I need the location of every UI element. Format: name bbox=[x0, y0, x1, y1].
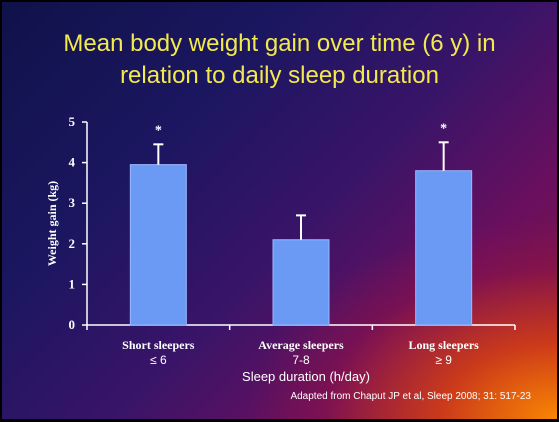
y-tick-label: 5 bbox=[69, 114, 76, 129]
y-tick-label: 2 bbox=[69, 236, 76, 251]
y-axis-label: Weight gain (kg) bbox=[45, 181, 59, 266]
bar bbox=[272, 239, 330, 326]
source-citation: Adapted from Chaput JP et al, Sleep 2008… bbox=[290, 391, 531, 402]
y-tick-label: 0 bbox=[69, 317, 76, 332]
y-tick-label: 1 bbox=[69, 276, 76, 291]
x-tick-label: Average sleepers bbox=[258, 338, 344, 352]
chart-title: Mean body weight gain over time (6 y) in… bbox=[2, 28, 557, 92]
x-tick-sublabel: 7-8 bbox=[292, 353, 310, 367]
significance-marker: * bbox=[440, 121, 447, 136]
title-line-1: Mean body weight gain over time (6 y) in bbox=[63, 30, 496, 57]
y-tick-label: 4 bbox=[69, 155, 76, 170]
significance-marker: * bbox=[155, 123, 162, 138]
y-tick-label: 3 bbox=[69, 195, 76, 210]
x-axis-label: Sleep duration (h/day) bbox=[242, 369, 370, 384]
x-tick-sublabel: ≤ 6 bbox=[150, 353, 167, 367]
plot-area: 0 1 2 3 4 5 Weight gain (kg) * Short sleepers≤ 6… bbox=[45, 114, 516, 367]
x-tick-label: Long sleepers bbox=[408, 338, 479, 352]
x-tick-label: Short sleepers bbox=[122, 338, 195, 352]
bar bbox=[129, 164, 187, 326]
x-tick-sublabel: ≥ 9 bbox=[435, 353, 452, 367]
title-line-2: relation to daily sleep duration bbox=[120, 62, 439, 89]
bar bbox=[415, 170, 473, 326]
